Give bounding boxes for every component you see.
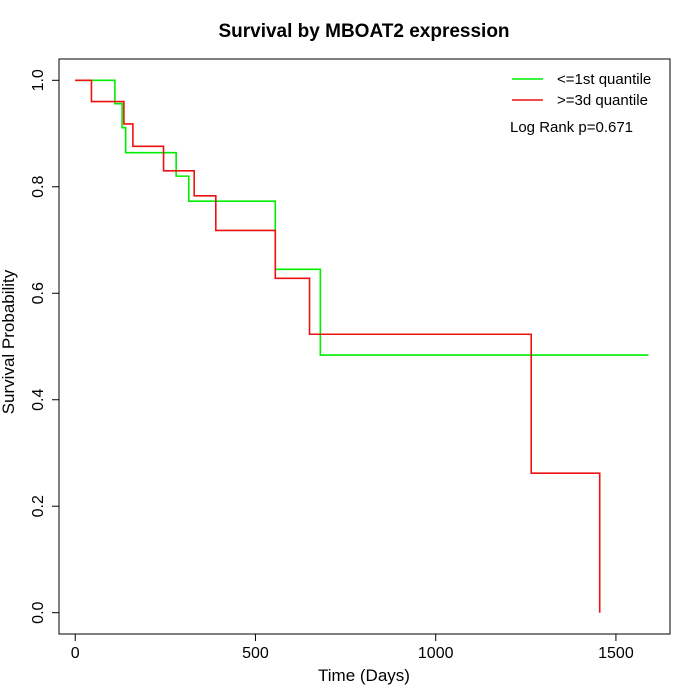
y-tick-label: 0.0 [30, 601, 47, 623]
x-axis-label: Time (Days) [318, 666, 410, 685]
y-axis: 0.0 0.2 0.4 0.6 0.8 1.0 [30, 69, 60, 624]
x-tick-label: 0 [71, 645, 80, 662]
x-tick-label: 1000 [418, 645, 454, 662]
x-tick-label: 1500 [598, 645, 634, 662]
plot-frame [58, 58, 671, 635]
survival-curves [75, 79, 649, 613]
legend-label-2: >=3d quantile [557, 92, 648, 109]
series-line-2 [75, 79, 601, 613]
y-tick-label: 0.4 [30, 389, 47, 411]
log-rank-annotation: Log Rank p=0.671 [510, 119, 633, 136]
x-tick-label: 500 [242, 645, 269, 662]
y-tick-label: 1.0 [30, 69, 47, 91]
y-axis-label: Survival Probability [0, 269, 18, 414]
chart-title: Survival by MBOAT2 expression [218, 21, 509, 42]
y-tick-label: 0.6 [30, 282, 47, 304]
y-tick-label: 0.2 [30, 495, 47, 517]
series-line-1 [75, 79, 649, 356]
legend-label-1: <=1st quantile [557, 71, 651, 88]
x-axis: 0 500 1000 1500 [71, 633, 634, 662]
legend: <=1st quantile >=3d quantile [512, 71, 651, 109]
y-tick-label: 0.8 [30, 176, 47, 198]
